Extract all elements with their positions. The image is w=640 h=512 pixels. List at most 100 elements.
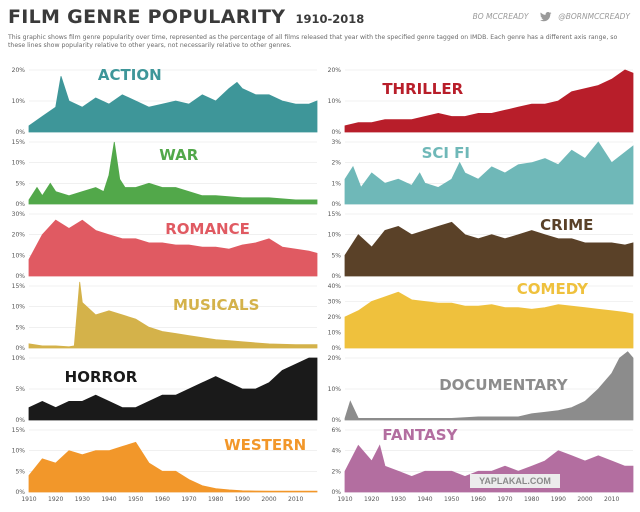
genre-label: ROMANCE	[165, 220, 250, 238]
y-tick-label: 10%	[328, 98, 342, 105]
area-series	[344, 351, 634, 421]
y-tick-label: 30%	[12, 211, 26, 218]
credit: BO MCCREADY @BORNMCCREADY	[473, 12, 630, 22]
x-tick-label: 1940	[417, 496, 432, 503]
area-series	[344, 221, 634, 277]
y-tick-label: 20%	[12, 232, 26, 239]
y-tick-label: 0%	[15, 417, 25, 424]
y-tick-label: 20%	[12, 67, 26, 74]
comedy-panel: 0% 10% 20% 30% 40% COMEDY	[328, 280, 634, 352]
x-tick-label: 1970	[181, 496, 196, 503]
y-tick-label: 0%	[15, 273, 25, 280]
watermark-text: YAPLAKAL.COM	[470, 474, 560, 488]
action-panel: 0% 10% 20% ACTION	[12, 66, 318, 136]
title-block: FILM GENRE POPULARITY 1910-2018	[8, 6, 364, 28]
page-title: FILM GENRE POPULARITY	[8, 6, 286, 28]
genre-label: HORROR	[65, 368, 138, 386]
y-tick-label: 10%	[12, 252, 26, 259]
x-tick-label: 1970	[497, 496, 512, 503]
x-tick-label: 1930	[75, 496, 90, 503]
y-tick-label: 15%	[12, 427, 26, 434]
x-tick-label: 1930	[391, 496, 406, 503]
x-tick-label: 1980	[208, 496, 223, 503]
credit-author: BO MCCREADY	[472, 12, 529, 21]
genre-label: THRILLER	[382, 80, 463, 98]
y-tick-label: 0%	[15, 345, 25, 352]
genre-label: CRIME	[540, 216, 593, 234]
area-series	[344, 69, 634, 133]
twitter-icon	[539, 12, 552, 22]
documentary-panel: 0% 10% 20% DOCUMENTARY	[328, 351, 634, 424]
genre-label: FANTASY	[382, 426, 458, 444]
y-tick-label: 2%	[331, 160, 341, 167]
area-series	[28, 141, 318, 205]
y-tick-label: 10%	[328, 232, 342, 239]
genre-label: DOCUMENTARY	[439, 376, 569, 394]
page-years: 1910-2018	[295, 12, 365, 26]
x-tick-label: 1960	[471, 496, 486, 503]
x-tick-label: 1910	[21, 496, 36, 503]
y-tick-label: 1%	[331, 180, 341, 187]
y-tick-label: 5%	[15, 468, 25, 475]
crime-panel: 0% 5% 10% 15% CRIME	[328, 211, 634, 280]
x-tick-label: 1910	[337, 496, 352, 503]
y-tick-label: 15%	[12, 139, 26, 146]
y-tick-label: 30%	[328, 299, 342, 306]
area-series	[344, 141, 634, 205]
y-tick-label: 10%	[12, 355, 26, 362]
x-tick-label: 1990	[551, 496, 566, 503]
y-tick-label: 6%	[331, 427, 341, 434]
y-tick-label: 0%	[331, 417, 341, 424]
y-tick-label: 20%	[328, 67, 342, 74]
y-tick-label: 0%	[331, 273, 341, 280]
war-panel: 0% 5% 10% 15% WAR	[12, 139, 318, 208]
area-series	[28, 357, 318, 421]
y-tick-label: 2%	[331, 468, 341, 475]
genre-label: MUSICALS	[173, 296, 259, 314]
area-series	[344, 291, 634, 349]
x-tick-label: 1980	[524, 496, 539, 503]
y-tick-label: 0%	[331, 489, 341, 496]
x-tick-label: 2010	[288, 496, 303, 503]
x-tick-label: 1940	[101, 496, 116, 503]
y-tick-label: 15%	[12, 283, 26, 290]
y-tick-label: 0%	[15, 129, 25, 136]
x-tick-label: 1990	[235, 496, 250, 503]
western-panel: 0% 5% 10% 15% WESTERN	[12, 427, 318, 496]
x-tick-label: 2010	[604, 496, 619, 503]
romance-panel: 0% 10% 20% 30% ROMANCE	[12, 211, 318, 280]
area-series	[28, 219, 318, 277]
y-tick-label: 0%	[15, 489, 25, 496]
y-tick-label: 0%	[331, 129, 341, 136]
area-series	[28, 281, 318, 349]
genre-label: SCI FI	[422, 144, 470, 162]
y-tick-label: 40%	[328, 283, 342, 290]
page-subtitle: This graphic shows film genre popularity…	[8, 34, 618, 49]
y-tick-label: 10%	[12, 304, 26, 311]
y-tick-label: 10%	[328, 330, 342, 337]
y-tick-label: 0%	[331, 345, 341, 352]
x-tick-label: 2000	[577, 496, 592, 503]
fantasy-panel: 0% 2% 4% 6% FANTASY	[331, 426, 634, 496]
y-tick-label: 10%	[12, 98, 26, 105]
genre-label: WAR	[159, 146, 198, 164]
y-tick-label: 20%	[328, 355, 342, 362]
area-series	[28, 76, 318, 133]
y-tick-label: 5%	[15, 324, 25, 331]
area-series	[28, 441, 318, 493]
area-series	[344, 444, 634, 493]
x-tick-label: 1950	[444, 496, 459, 503]
x-tick-label: 2000	[261, 496, 276, 503]
y-tick-label: 10%	[328, 386, 342, 393]
genre-label: COMEDY	[517, 280, 589, 298]
thriller-panel: 0% 10% 20% THRILLER	[328, 67, 634, 136]
y-tick-label: 10%	[12, 448, 26, 455]
y-tick-label: 15%	[328, 211, 342, 218]
horror-panel: 0% 5% 10% HORROR	[12, 355, 318, 424]
sci-fi-panel: 0% 1% 2% 3% SCI FI	[331, 139, 634, 208]
musicals-panel: 0% 5% 10% 15% MUSICALS	[12, 281, 318, 352]
x-tick-label: 1920	[364, 496, 379, 503]
genre-label: ACTION	[98, 66, 162, 84]
y-tick-label: 0%	[331, 201, 341, 208]
